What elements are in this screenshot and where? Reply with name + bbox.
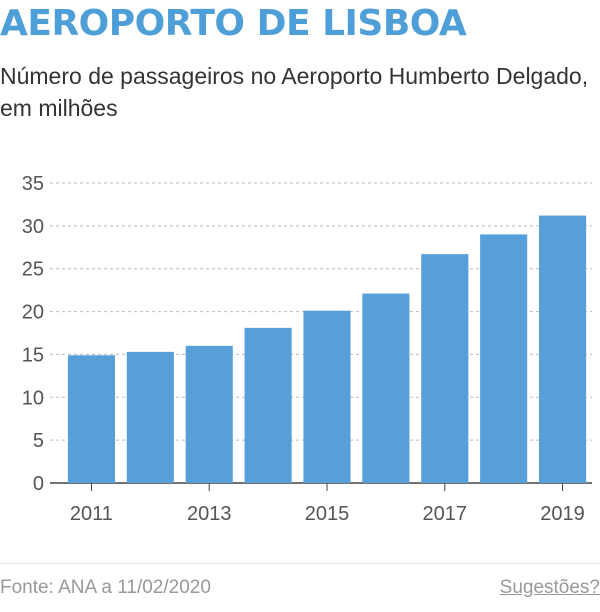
bar-2013: [185, 345, 233, 483]
y-tick-label: 30: [22, 216, 44, 238]
x-tick-label: 2017: [423, 503, 468, 525]
y-tick-label: 20: [22, 302, 44, 324]
x-tick-label: 2013: [187, 503, 232, 525]
bar-2016: [362, 293, 410, 483]
bar-2017: [421, 254, 469, 483]
y-tick-label: 5: [33, 430, 44, 452]
bar-2018: [480, 234, 528, 483]
bar-2012: [126, 351, 174, 483]
bar-2019: [539, 215, 587, 484]
x-tick-label: 2019: [540, 503, 585, 525]
y-tick-label: 35: [22, 173, 44, 195]
x-tick-label: 2011: [70, 503, 113, 525]
bar-chart: 0 5 10 15 20 25 30 35 2011 2013 2015 2017 2019: [22, 173, 592, 525]
chart-title: AEROPORTO DE LISBOA: [0, 3, 467, 44]
y-axis-ticks: 0 5 10 15 20 25 30 35: [22, 173, 44, 495]
bar-2011: [67, 355, 115, 483]
x-axis-ticks: 2011 2013 2015 2017 2019: [70, 483, 585, 525]
y-tick-label: 0: [33, 473, 44, 495]
y-tick-label: 25: [22, 259, 44, 281]
source-note: Fonte: ANA a 11/02/2020: [0, 577, 211, 598]
bar-2014: [244, 327, 292, 483]
y-tick-label: 15: [22, 344, 44, 366]
bars: [67, 215, 587, 484]
y-tick-label: 10: [22, 387, 44, 409]
x-tick-label: 2015: [305, 503, 350, 525]
suggestions-link[interactable]: Sugestões?: [499, 577, 600, 598]
footer-divider: [0, 563, 600, 564]
bar-2015: [303, 310, 351, 483]
chart-subtitle: Número de passageiros no Aeroporto Humbe…: [0, 63, 589, 121]
